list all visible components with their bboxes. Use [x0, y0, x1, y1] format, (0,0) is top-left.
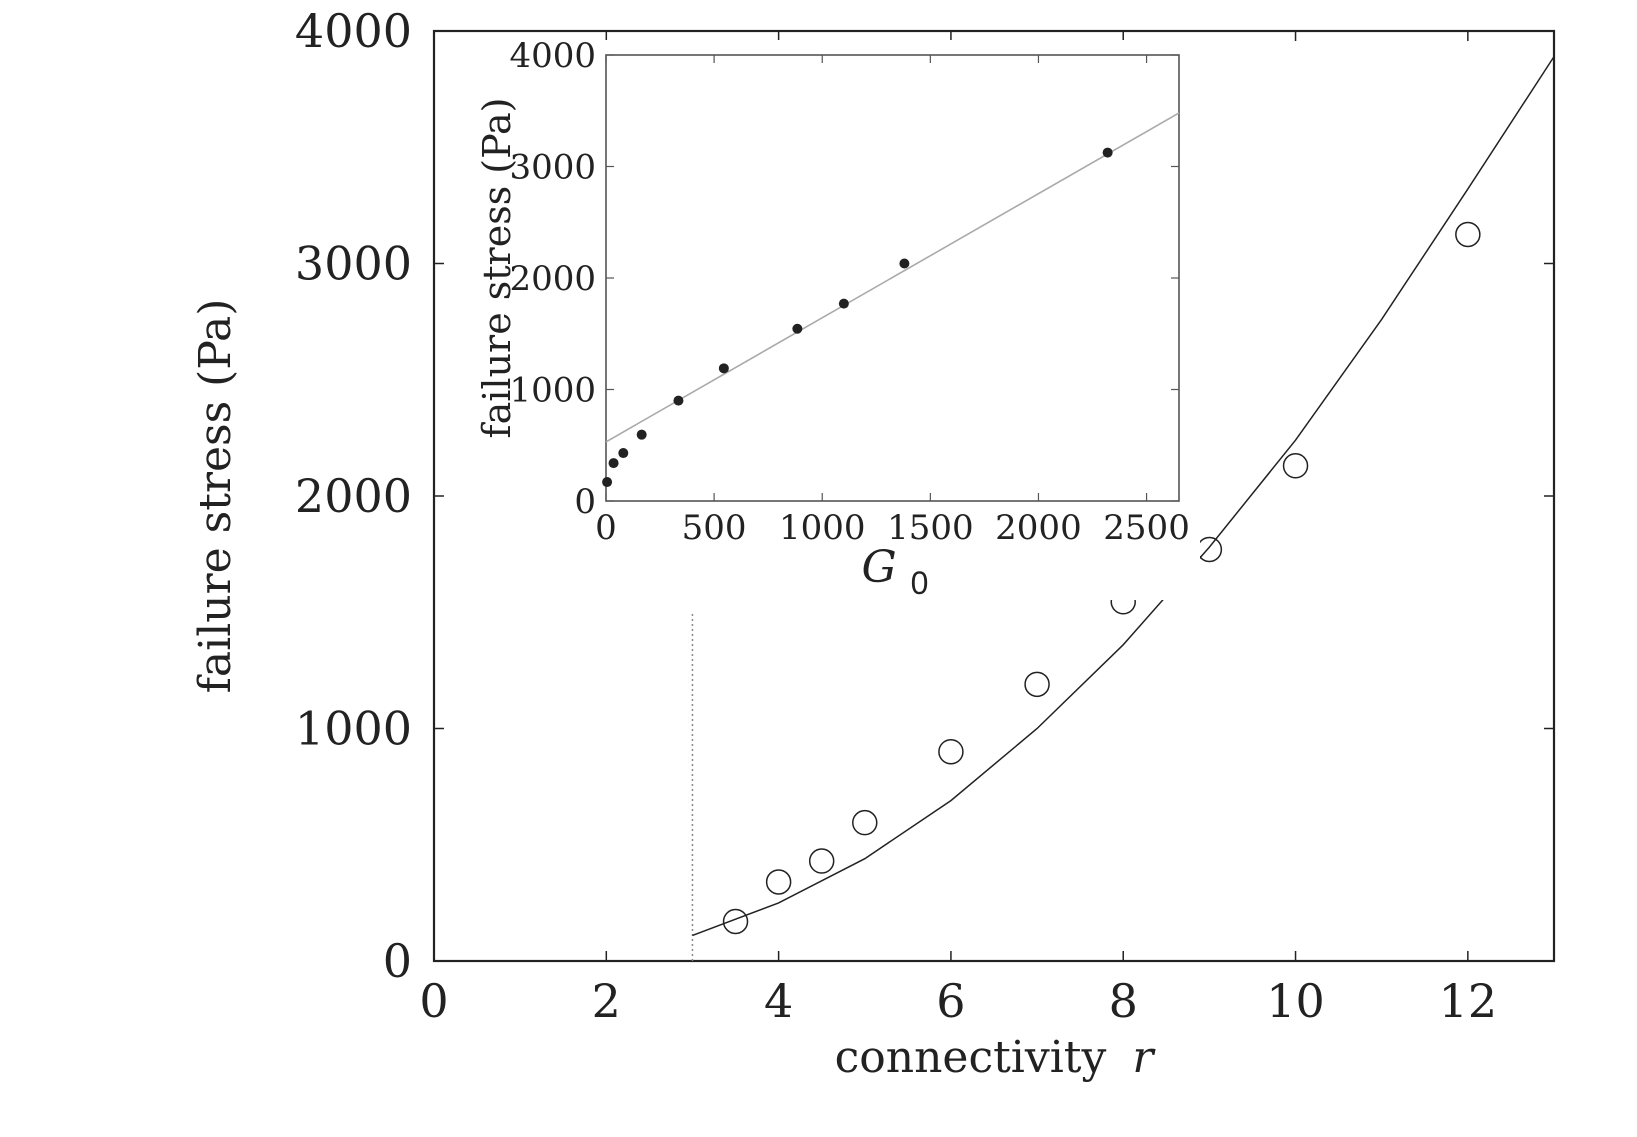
inset-x-axis-label: G 0 [862, 542, 929, 601]
inset-data-point [718, 363, 729, 374]
inset-x-tick-label: 1000 [779, 508, 866, 548]
inset-data-point [673, 395, 684, 406]
inset-data-point [618, 448, 629, 459]
main-plot: 0 2 4 6 8 10 12 0 1000 2000 3000 4000 connectivity … [190, 4, 1556, 1083]
inset-x-tick-label: 2000 [995, 508, 1082, 548]
inset-y-tick-label: 0 [574, 482, 596, 522]
main-data-point [765, 869, 792, 895]
inset-x-tick-label: 2500 [1103, 508, 1190, 548]
main-axis-ticks: 0 2 4 6 8 10 12 0 1000 2000 3000 4000 [295, 4, 1554, 1028]
main-x-tick-label: 0 [419, 974, 448, 1028]
inset-data-point [899, 258, 910, 269]
main-data-point [722, 908, 749, 935]
inset-data-point [636, 429, 647, 440]
inset-data-point [608, 458, 619, 469]
inset-x-tick-label: 1500 [887, 508, 974, 548]
inset-data-point [792, 323, 803, 334]
main-y-tick-label: 4000 [295, 4, 412, 58]
main-data-point [1196, 536, 1223, 563]
main-y-tick-label: 3000 [295, 237, 412, 291]
main-y-axis-label: failure stress (Pa) [190, 299, 241, 694]
inset-fit-line-segment [605, 112, 1180, 443]
main-y-tick-label: 0 [383, 934, 412, 988]
main-y-tick-label: 1000 [295, 702, 412, 756]
main-x-tick-label: 10 [1266, 974, 1325, 1028]
inset-plot: 0 500 1000 1500 2000 2500 0 1000 2000 3000 4000 G … [470, 36, 1200, 601]
inset-y-axis-label: failure stress (Pa) [475, 98, 519, 439]
main-x-tick-label: 8 [1109, 974, 1138, 1028]
fit-curve [692, 56, 1555, 937]
main-data-point [938, 739, 964, 765]
main-x-tick-label: 2 [592, 974, 621, 1028]
main-x-axis-label: connectivity r [835, 1032, 1157, 1083]
inset-y-tick-label: 1000 [509, 371, 596, 411]
inset-data-point [1102, 147, 1113, 158]
inset-data-point [602, 477, 613, 488]
inset-y-tick-label: 2000 [509, 259, 596, 299]
inset-axis-ticks: 0 500 1000 1500 2000 2500 0 1000 2000 3000 4000 [509, 36, 1189, 548]
main-data-point [808, 848, 835, 874]
inset-data-points [602, 147, 1113, 488]
main-x-tick-label: 4 [764, 974, 793, 1028]
main-fit-curve [692, 56, 1555, 937]
inset-fit-line [605, 112, 1180, 443]
main-y-tick-label: 2000 [295, 469, 412, 523]
inset-x-tick-label: 0 [595, 508, 617, 548]
inset-data-point [838, 298, 849, 309]
main-data-point [1024, 671, 1050, 698]
inset-y-tick-label: 4000 [509, 36, 596, 76]
main-data-point [852, 809, 878, 836]
main-x-tick-label: 6 [936, 974, 965, 1028]
inset-background [470, 40, 1200, 600]
main-data-point [1455, 221, 1481, 248]
inset-y-tick-label: 3000 [509, 148, 596, 188]
inset-x-tick-label: 500 [682, 508, 747, 548]
main-x-tick-label: 12 [1439, 974, 1498, 1028]
main-data-point [1282, 453, 1309, 479]
